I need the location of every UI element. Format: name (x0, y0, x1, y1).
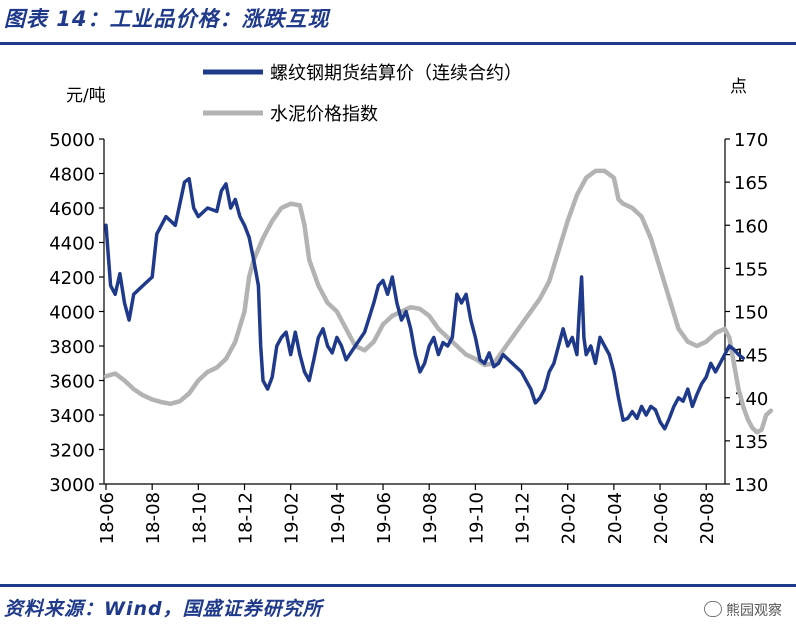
x-tick-label: 19-02 (282, 492, 303, 544)
watermark-text: 熊园观察 (726, 603, 782, 619)
x-tick-label: 19-12 (513, 492, 534, 544)
source-note: 资料来源：Wind，国盛证券研究所 (4, 598, 323, 620)
left-tick-label: 3600 (49, 372, 95, 393)
wechat-icon (704, 601, 722, 617)
chart: 螺纹钢期货结算价（连续合约） 水泥价格指数 元/吨 点 3000 3200 3400… (49, 63, 774, 544)
x-tick-label: 19-10 (466, 492, 487, 544)
legend-label-cement: 水泥价格指数 (270, 104, 378, 125)
right-tick-label: 145 (734, 346, 768, 367)
left-tick-label: 4600 (49, 199, 95, 220)
top-rule (0, 42, 796, 45)
x-tick-label: 18-06 (97, 492, 118, 544)
right-tick-label: 135 (734, 432, 768, 453)
left-axis-ticks: 3000 3200 3400 3600 3800 4000 4200 4400 4600 4800… (49, 130, 104, 496)
left-tick-label: 3400 (49, 406, 95, 427)
series-line-cement-index (103, 168, 774, 435)
x-axis-ticks: 18-06 18-08 18-10 18-12 19-02 19-04 19-06 19-08… (97, 484, 718, 544)
watermark: 熊园观察 (704, 600, 782, 620)
right-tick-label: 170 (734, 130, 768, 151)
left-tick-label: 4400 (49, 234, 95, 255)
legend-label-rebar: 螺纹钢期货结算价（连续合约） (270, 63, 522, 84)
right-tick-label: 155 (734, 259, 768, 280)
left-tick-label: 5000 (49, 130, 95, 151)
right-tick-label: 150 (734, 303, 768, 324)
x-tick-label: 20-08 (697, 492, 718, 544)
x-tick-label: 20-02 (559, 492, 580, 544)
bottom-rule (0, 584, 796, 587)
left-tick-label: 3200 (49, 441, 95, 462)
right-tick-label: 130 (734, 475, 768, 496)
left-tick-label: 4800 (49, 165, 95, 186)
left-tick-label: 4000 (49, 303, 95, 324)
left-axis-unit: 元/吨 (66, 86, 106, 106)
series-line-rebar-futures (104, 176, 745, 431)
right-tick-label: 160 (734, 216, 768, 237)
x-tick-label: 18-08 (143, 492, 164, 544)
x-tick-label: 20-04 (605, 492, 626, 544)
x-tick-label: 19-08 (420, 492, 441, 544)
figure-title: 图表 14：工业品价格：涨跌互现 (4, 7, 330, 31)
x-tick-label: 19-04 (328, 492, 349, 544)
right-axis-unit: 点 (730, 77, 747, 97)
legend: 螺纹钢期货结算价（连续合约） 水泥价格指数 (203, 63, 522, 125)
left-tick-label: 4200 (49, 268, 95, 289)
x-tick-label: 18-10 (189, 492, 210, 544)
left-tick-label: 3000 (49, 475, 95, 496)
x-tick-label: 19-06 (374, 492, 395, 544)
right-tick-label: 165 (734, 173, 768, 194)
x-tick-label: 20-06 (651, 492, 672, 544)
left-tick-label: 3800 (49, 337, 95, 358)
x-tick-label: 18-12 (236, 492, 257, 544)
series-group (103, 168, 774, 435)
